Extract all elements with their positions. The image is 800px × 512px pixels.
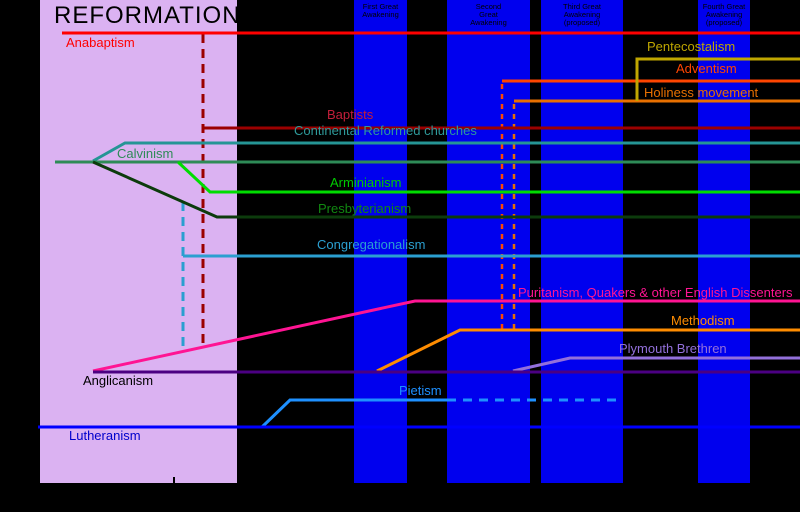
presbyterianism-label: Presbyterianism (318, 201, 412, 216)
puritanism-label: Puritanism, Quakers & other English Diss… (518, 285, 793, 300)
plymouth-brethren-line (512, 356, 800, 373)
pentecostalism-label: Pentecostalism (647, 39, 736, 54)
puritanism-line (92, 299, 800, 373)
pietism-label: Pietism (399, 383, 442, 398)
calvinism-label: Calvinism (117, 146, 174, 161)
lutheranism-label: Lutheranism (69, 428, 141, 443)
fourth-great-awakening-label: Fourth Great Awakening (proposed) (702, 2, 746, 27)
first-great-awakening-bar: First Great Awakening (354, 0, 407, 483)
pietism-line (260, 398, 447, 429)
second-great-awakening-label: Second Great Awakening (470, 2, 507, 27)
anglicanism-label: Anglicanism (83, 373, 154, 388)
presbyterianism-line (92, 160, 800, 219)
adventism-label: Adventism (676, 61, 737, 76)
arminianism-line (176, 160, 800, 194)
baptists-label: Baptists (327, 107, 374, 122)
pentecostalism-line (635, 57, 800, 101)
diagram-title: REFORMATION (54, 2, 241, 29)
continental-reformed-label: Continental Reformed churches (294, 123, 477, 138)
congregationalism-label: Congregationalism (317, 237, 426, 252)
continental-reformed-line (92, 141, 800, 163)
plymouth-brethren-label: Plymouth Brethren (619, 341, 727, 356)
methodism-label: Methodism (671, 313, 735, 328)
third-great-awakening-label: Third Great Awakening (proposed) (563, 2, 601, 27)
holiness-movement-label: Holiness movement (644, 85, 759, 100)
anabaptism-label: Anabaptism (66, 35, 135, 50)
arminianism-label: Arminianism (330, 175, 402, 190)
methodism-line (376, 328, 800, 373)
first-great-awakening-label: First Great Awakening (362, 2, 399, 19)
